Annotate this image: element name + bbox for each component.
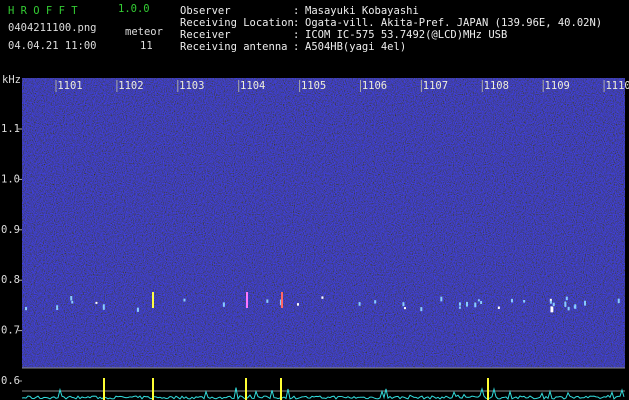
echo: [321, 296, 324, 299]
info-value: Masayuki Kobayashi: [305, 5, 419, 17]
echo: [474, 302, 477, 308]
meteor-echo: [152, 292, 154, 308]
x-label: 1102: [118, 80, 143, 92]
echo: [510, 298, 513, 303]
echo: [565, 296, 568, 301]
y-label: 0.9: [1, 224, 20, 236]
echo: [574, 304, 577, 309]
x-label: 1105: [301, 80, 326, 92]
echo: [458, 302, 461, 306]
y-unit: kHz: [2, 74, 21, 86]
x-label: 1103: [179, 80, 204, 92]
info-value: A504HB(yagi 4el): [305, 41, 406, 53]
echo: [403, 307, 406, 310]
echo: [136, 307, 139, 312]
x-label: 1109: [545, 80, 570, 92]
echo: [480, 301, 483, 305]
x-label: 1108: [484, 80, 509, 92]
echo: [102, 304, 105, 310]
echo: [458, 306, 461, 309]
echo: [358, 302, 361, 306]
echo: [183, 298, 186, 302]
x-label: 1110: [605, 80, 629, 92]
trace: [21, 387, 625, 400]
info-label: Receiving antenna: [180, 41, 287, 53]
echo: [440, 296, 443, 302]
meteor-echo: [246, 292, 248, 308]
meteor-count: 11: [140, 40, 153, 52]
echo: [56, 305, 59, 311]
info-label: Receiving Location: [180, 17, 294, 29]
dynamic: Observer: Masayuki Kobayashi Receiving Loc…: [1, 5, 629, 400]
x-label: 1101: [57, 80, 82, 92]
y-label: 0.6: [1, 375, 20, 387]
x-label: 1107: [423, 80, 448, 92]
info-separator: :: [293, 29, 299, 41]
echo: [497, 306, 500, 309]
spectrogram-noise: [22, 78, 625, 368]
y-label: 0.8: [1, 274, 20, 286]
echo: [279, 299, 282, 306]
datetime: 04.04.21 11:00: [8, 40, 97, 52]
info-label: Observer: [180, 5, 231, 17]
info-value: Ogata-vill. Akita-Pref. JAPAN (139.96E, …: [305, 17, 602, 29]
echo: [552, 302, 555, 307]
meteor-echo: [281, 292, 283, 308]
echo: [71, 300, 74, 304]
app-version: 1.0.0: [118, 3, 150, 15]
echo: [567, 306, 570, 311]
meteor-label: meteor: [125, 26, 163, 38]
echo: [617, 298, 620, 304]
y-label: 1.1: [1, 123, 20, 135]
echo: [584, 300, 587, 306]
echo: [25, 307, 28, 311]
x-label: 1106: [362, 80, 387, 92]
y-label: 0.7: [1, 325, 20, 337]
echo: [402, 302, 405, 307]
info-separator: :: [293, 41, 299, 53]
x-label: 1104: [240, 80, 265, 92]
echo: [564, 301, 567, 307]
echo: [222, 302, 225, 307]
echo: [95, 301, 98, 304]
y-label: 1.0: [1, 173, 20, 185]
info-separator: :: [293, 17, 299, 29]
info-separator: :: [293, 5, 299, 17]
echo: [420, 307, 423, 312]
echo: [465, 301, 468, 307]
echo: [477, 299, 480, 302]
echo: [523, 299, 526, 303]
echo: [374, 300, 377, 304]
info-value: ICOM IC-575 53.7492(@LCD)MHz USB: [305, 29, 507, 41]
echo: [549, 300, 552, 304]
app-name: H R O F F T: [8, 5, 78, 17]
echo: [266, 299, 269, 303]
echo: [70, 296, 73, 301]
echo: [296, 303, 299, 306]
echo: [549, 298, 552, 303]
info-label: Receiver: [180, 29, 231, 41]
filename: 0404211100.png: [8, 22, 97, 34]
echo: [550, 306, 553, 313]
